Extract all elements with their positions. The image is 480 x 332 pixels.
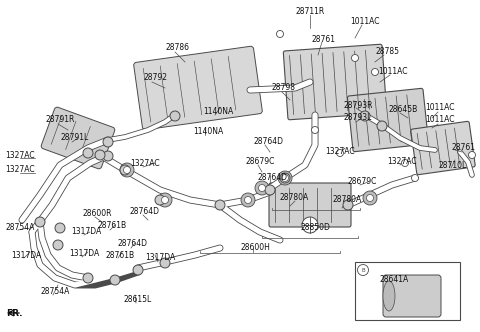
Text: 1011AC: 1011AC — [350, 18, 380, 27]
Circle shape — [265, 185, 275, 195]
FancyBboxPatch shape — [411, 122, 475, 175]
Text: 28793L: 28793L — [344, 114, 372, 123]
Circle shape — [351, 54, 359, 61]
Circle shape — [259, 185, 265, 192]
Circle shape — [120, 165, 130, 175]
Text: 1327AC: 1327AC — [130, 159, 160, 169]
Circle shape — [103, 151, 113, 161]
Text: 28710L: 28710L — [439, 160, 467, 170]
Circle shape — [255, 181, 269, 195]
Text: 28641A: 28641A — [379, 276, 408, 285]
Circle shape — [55, 223, 65, 233]
FancyBboxPatch shape — [348, 88, 429, 152]
Text: 1327AC: 1327AC — [5, 165, 35, 175]
Circle shape — [372, 68, 379, 75]
Text: 28764D: 28764D — [257, 174, 287, 183]
Circle shape — [83, 273, 93, 283]
Text: 28798: 28798 — [271, 84, 295, 93]
Circle shape — [241, 193, 255, 207]
Circle shape — [360, 111, 370, 121]
Text: 28761: 28761 — [311, 36, 335, 44]
Text: 28761B: 28761B — [97, 221, 127, 230]
Text: FR.: FR. — [6, 308, 22, 317]
Text: 28764D: 28764D — [130, 208, 160, 216]
Circle shape — [120, 163, 134, 177]
Circle shape — [276, 31, 284, 38]
Text: B: B — [361, 268, 365, 273]
Circle shape — [35, 217, 45, 227]
Text: 28679C: 28679C — [245, 157, 275, 167]
Circle shape — [95, 150, 105, 160]
Circle shape — [358, 265, 369, 276]
Circle shape — [302, 217, 318, 233]
Circle shape — [278, 171, 292, 185]
Circle shape — [336, 149, 344, 156]
Text: 1317DA: 1317DA — [145, 254, 175, 263]
FancyBboxPatch shape — [134, 46, 262, 130]
Text: 28850D: 28850D — [300, 223, 330, 232]
Circle shape — [363, 191, 377, 205]
Circle shape — [411, 175, 419, 182]
Circle shape — [158, 193, 172, 207]
Text: 1327AC: 1327AC — [387, 157, 417, 167]
Text: 28761B: 28761B — [106, 251, 134, 260]
Text: 28764D: 28764D — [253, 137, 283, 146]
Circle shape — [170, 111, 180, 121]
Text: 28785: 28785 — [375, 47, 399, 56]
Text: 28791L: 28791L — [61, 133, 89, 142]
Circle shape — [281, 175, 288, 182]
Text: 1317DA: 1317DA — [11, 251, 41, 260]
Text: 1327AC: 1327AC — [5, 150, 35, 159]
FancyBboxPatch shape — [283, 44, 387, 120]
Circle shape — [280, 173, 290, 183]
Text: 28754A: 28754A — [40, 288, 70, 296]
Text: 1327AC: 1327AC — [325, 147, 355, 156]
Circle shape — [343, 200, 353, 210]
Circle shape — [110, 275, 120, 285]
Text: 1011AC: 1011AC — [378, 67, 408, 76]
Text: 28786: 28786 — [166, 43, 190, 52]
Circle shape — [468, 151, 476, 158]
Ellipse shape — [383, 281, 395, 311]
Circle shape — [123, 167, 131, 174]
Text: 28711R: 28711R — [295, 8, 324, 17]
Circle shape — [133, 265, 143, 275]
Circle shape — [215, 200, 225, 210]
Text: 1011AC: 1011AC — [425, 116, 455, 124]
Text: 1140NA: 1140NA — [203, 108, 233, 117]
Circle shape — [53, 240, 63, 250]
Circle shape — [367, 195, 373, 202]
Text: 1011AC: 1011AC — [425, 104, 455, 113]
Circle shape — [401, 159, 408, 167]
Text: 1140NA: 1140NA — [193, 127, 223, 136]
Circle shape — [160, 258, 170, 268]
Circle shape — [161, 197, 168, 204]
Text: 28645B: 28645B — [388, 106, 418, 115]
Text: 28780A: 28780A — [279, 194, 309, 203]
Text: 28615L: 28615L — [124, 295, 152, 304]
Text: 28793R: 28793R — [343, 101, 373, 110]
Circle shape — [83, 148, 93, 158]
Text: 28764D: 28764D — [118, 239, 148, 248]
Text: 28761: 28761 — [452, 143, 476, 152]
Text: 28754A: 28754A — [5, 222, 35, 231]
Text: 1317DA: 1317DA — [71, 227, 101, 236]
Text: 28791R: 28791R — [45, 116, 75, 124]
Text: 28792: 28792 — [143, 73, 167, 82]
Text: 28780A: 28780A — [332, 196, 361, 205]
Text: 28600H: 28600H — [240, 243, 270, 253]
FancyBboxPatch shape — [269, 183, 351, 227]
Circle shape — [155, 195, 165, 205]
Bar — [355, 262, 460, 320]
Circle shape — [312, 126, 319, 133]
Circle shape — [244, 197, 252, 204]
Text: 1317DA: 1317DA — [69, 248, 99, 258]
Text: 28679C: 28679C — [348, 178, 377, 187]
Circle shape — [103, 137, 113, 147]
FancyBboxPatch shape — [383, 275, 441, 317]
FancyBboxPatch shape — [41, 107, 115, 169]
Circle shape — [377, 121, 387, 131]
Text: 28600R: 28600R — [82, 208, 112, 217]
